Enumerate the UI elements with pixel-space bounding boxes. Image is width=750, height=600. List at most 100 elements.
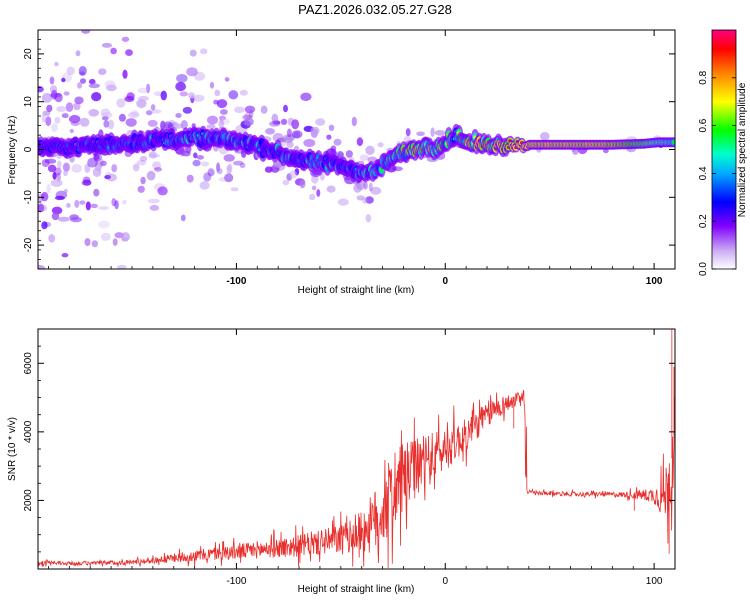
bottom-y-tick-label: 4000 bbox=[23, 420, 34, 443]
heatmap-noise-blob bbox=[107, 119, 115, 130]
heatmap-noise-blob bbox=[167, 119, 176, 127]
heatmap-noise-blob bbox=[220, 109, 228, 115]
heatmap-noise-blob bbox=[160, 120, 166, 131]
heatmap-noise-blob bbox=[91, 240, 99, 248]
heatmap-noise-blob bbox=[353, 183, 362, 193]
heatmap-noise-blob bbox=[216, 99, 228, 109]
heatmap-noise-blob bbox=[128, 112, 140, 118]
heatmap-noise-blob bbox=[71, 164, 82, 173]
heatmap-noise-blob bbox=[69, 128, 74, 134]
heatmap-noise-blob bbox=[91, 92, 102, 102]
bottom-y-tick-label: 2000 bbox=[23, 489, 34, 512]
heatmap-noise-blob bbox=[176, 74, 188, 83]
heatmap-noise-blob bbox=[152, 161, 162, 170]
heatmap-noise-blob bbox=[362, 197, 368, 204]
heatmap-noise-blob bbox=[175, 113, 182, 118]
heatmap-noise-blob bbox=[207, 115, 218, 125]
heatmap-noise-blob bbox=[328, 124, 335, 131]
heatmap-noise-blob bbox=[271, 113, 279, 124]
heatmap-noise-blob bbox=[224, 77, 230, 82]
heatmap-noise-blob bbox=[41, 221, 48, 230]
heatmap-noise-blob bbox=[122, 69, 128, 79]
heatmap-noise-blob bbox=[365, 145, 375, 155]
heatmap-noise-blob bbox=[282, 179, 290, 186]
heatmap-noise-blob bbox=[73, 102, 81, 111]
heatmap-noise-blob bbox=[234, 106, 245, 114]
heatmap-noise-blob bbox=[244, 105, 256, 114]
heatmap-noise-blob bbox=[41, 113, 46, 123]
heatmap-noise-blob bbox=[244, 112, 251, 120]
heatmap-noise-blob bbox=[291, 130, 303, 139]
heatmap-noise-blob bbox=[157, 186, 168, 196]
heatmap-noise-blob bbox=[111, 164, 118, 173]
heatmap-noise-blob bbox=[54, 61, 59, 67]
heatmap-noise-blob bbox=[66, 203, 71, 208]
heatmap-noise-blob bbox=[51, 212, 60, 221]
colorbar-tick-label: 0.2 bbox=[698, 214, 709, 228]
heatmap-noise-blob bbox=[75, 50, 81, 57]
heatmap-noise-blob bbox=[283, 104, 288, 113]
heatmap-noise-blob bbox=[98, 206, 110, 210]
heatmap-noise-blob bbox=[326, 185, 336, 193]
colorbar-label: Normalized spectral amplitude bbox=[737, 82, 748, 217]
heatmap-noise-blob bbox=[311, 185, 317, 191]
heatmap-noise-blob bbox=[310, 126, 320, 135]
heatmap-noise-blob bbox=[89, 78, 96, 85]
heatmap-noise-blob bbox=[201, 161, 210, 167]
heatmap-noise-blob bbox=[80, 78, 86, 84]
heatmap-noise-blob bbox=[140, 176, 146, 185]
heatmap-noise-blob bbox=[233, 160, 244, 166]
heatmap-noise-blob bbox=[52, 171, 57, 180]
heatmap-noise-blob bbox=[316, 189, 321, 197]
heatmap-noise-blob bbox=[216, 162, 221, 173]
heatmap-noise-blob bbox=[125, 49, 133, 56]
heatmap-noise-blob bbox=[227, 163, 233, 174]
heatmap-noise-blob bbox=[61, 253, 69, 258]
heatmap-noise-blob bbox=[175, 81, 187, 92]
heatmap-noise-blob bbox=[345, 150, 353, 158]
heatmap-noise-blob bbox=[139, 155, 148, 162]
heatmap-noise-blob bbox=[56, 106, 67, 112]
colorbar-tick-label: 0.8 bbox=[698, 70, 709, 84]
heatmap-noise-blob bbox=[430, 127, 435, 137]
heatmap-noise-blob bbox=[137, 96, 149, 101]
top-y-tick-label: 10 bbox=[23, 96, 34, 108]
heatmap-noise-blob bbox=[192, 159, 201, 167]
heatmap-noise-blob bbox=[103, 120, 110, 128]
heatmap-noise-blob bbox=[206, 124, 216, 129]
heatmap-noise-blob bbox=[124, 96, 135, 102]
heatmap-noise-blob bbox=[49, 85, 58, 94]
heatmap-noise-blob bbox=[54, 116, 61, 124]
heatmap-noise-blob bbox=[572, 148, 579, 155]
heatmap-noise-blob bbox=[100, 160, 107, 167]
heatmap-noise-blob bbox=[104, 80, 116, 89]
heatmap-noise-blob bbox=[125, 118, 137, 127]
heatmap-noise-blob bbox=[70, 121, 80, 126]
heatmap-noise-blob bbox=[180, 214, 186, 222]
heatmap-noise-blob bbox=[79, 200, 86, 205]
heatmap-noise-blob bbox=[88, 83, 101, 89]
bottom-y-axis-label: SNR (10 * v/v) bbox=[7, 417, 18, 481]
heatmap-noise-blob bbox=[260, 105, 268, 114]
heatmap-noise-blob bbox=[87, 157, 98, 168]
heatmap-noise-blob bbox=[333, 138, 342, 146]
heatmap-noise-blob bbox=[90, 203, 98, 209]
heatmap-noise-blob bbox=[154, 167, 162, 172]
heatmap-noise-blob bbox=[137, 185, 145, 193]
top-y-axis-label: Frequency (Hz) bbox=[7, 116, 18, 185]
heatmap-noise-blob bbox=[265, 128, 275, 135]
heatmap-noise-blob bbox=[282, 134, 294, 144]
heatmap-noise-blob bbox=[359, 154, 369, 161]
heatmap-noise-blob bbox=[337, 198, 349, 206]
heatmap-noise-blob bbox=[121, 232, 130, 242]
heatmap-noise-blob bbox=[230, 187, 239, 192]
heatmap-noise-blob bbox=[180, 120, 188, 130]
heatmap-ridge-core bbox=[672, 140, 675, 144]
top-y-tick-label: 20 bbox=[23, 48, 34, 60]
heatmap-noise-blob bbox=[77, 82, 82, 89]
heatmap-noise-blob bbox=[196, 155, 204, 160]
heatmap-noise-blob bbox=[368, 182, 373, 192]
heatmap-noise-blob bbox=[370, 186, 382, 195]
heatmap-noise-blob bbox=[74, 96, 84, 105]
